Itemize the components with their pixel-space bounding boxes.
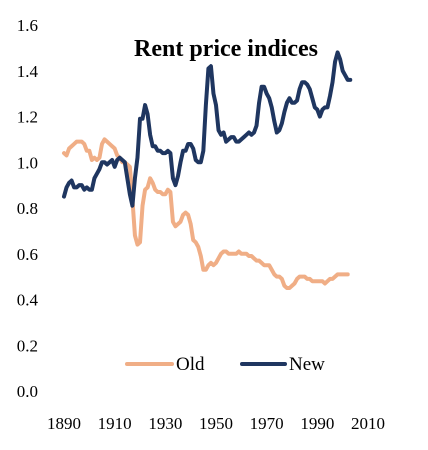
y-tick-label: 0.2 (17, 336, 38, 355)
y-tick-label: 0.0 (17, 382, 38, 401)
y-tick-label: 1.0 (17, 153, 38, 172)
legend-label-old: Old (176, 354, 205, 375)
y-tick-label: 0.4 (17, 291, 39, 310)
y-tick-label: 1.4 (17, 62, 39, 81)
x-tick-label: 1910 (98, 414, 132, 433)
x-tick-label: 1950 (199, 414, 233, 433)
series-line-old (62, 137, 350, 291)
x-tick-label: 2010 (351, 414, 385, 433)
x-tick-label: 1990 (300, 414, 334, 433)
y-tick-label: 1.6 (17, 16, 38, 35)
series-layer (62, 50, 353, 291)
y-tick-label: 0.8 (17, 199, 38, 218)
chart-title: Rent price indices (134, 36, 318, 62)
legend: Old New (125, 354, 325, 375)
x-tick-label: 1890 (47, 414, 81, 433)
series-line-new (62, 50, 353, 208)
legend-label-new: New (289, 354, 325, 375)
x-tick-label: 1930 (148, 414, 182, 433)
y-tick-label: 0.6 (17, 245, 38, 264)
y-axis: 0.0 0.2 0.4 0.6 0.8 1.0 1.2 1.4 1.6 (17, 16, 39, 401)
y-tick-label: 1.2 (17, 108, 38, 127)
x-tick-label: 1970 (250, 414, 284, 433)
x-axis: 1890 1910 1930 1950 1970 1990 2010 (47, 414, 385, 433)
